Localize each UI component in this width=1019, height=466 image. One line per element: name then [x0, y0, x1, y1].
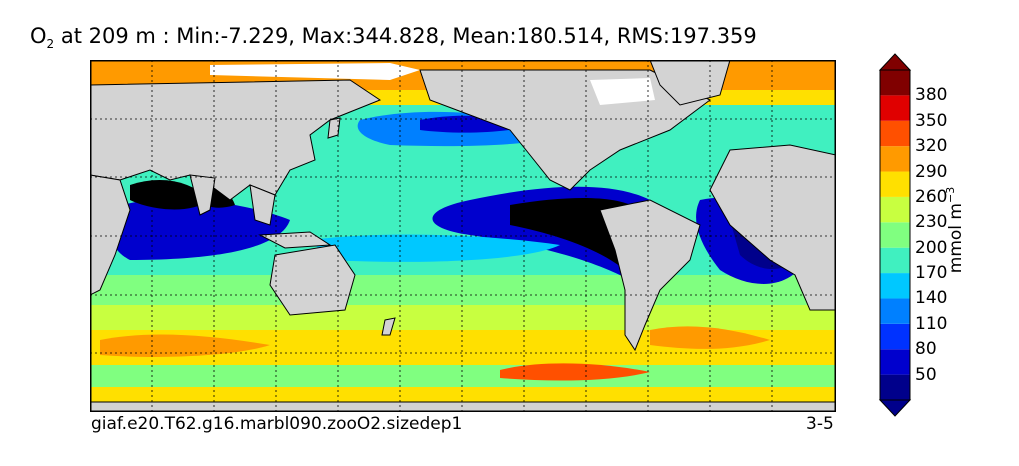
colorbar-tick-label: 140 — [915, 288, 948, 309]
colorbar-segment — [880, 349, 910, 375]
unit-exponent: −3 — [944, 186, 958, 203]
run-name-caption: giaf.e20.T62.g16.marbl090.zooO2.sizedep1 — [91, 414, 463, 434]
colorbar-tick-label: 230 — [915, 212, 948, 233]
colorbar-unit-label: mmol m−3 — [944, 187, 966, 273]
southern-ocean-green-band — [90, 365, 836, 387]
colorbar-tick-label: 350 — [915, 110, 948, 131]
new-zealand-land — [381, 317, 396, 336]
arctic-no-data-patch — [210, 63, 420, 80]
colorbar-tick-label: 290 — [915, 161, 948, 182]
south-pacific-high-patch — [500, 363, 650, 381]
colorbar-tick-label: 110 — [915, 313, 948, 334]
africa-west-land — [709, 144, 836, 311]
colorbar-segment — [880, 70, 910, 96]
hudson-no-data-patch — [590, 78, 655, 105]
colorbar-segments — [880, 70, 910, 400]
colorbar-segment — [880, 171, 910, 197]
colorbar-frame — [879, 69, 911, 401]
colorbar-segment — [880, 374, 910, 400]
period-caption: 3-5 — [806, 414, 834, 434]
colorbar-segment — [880, 95, 910, 121]
title-variable-subscript: 2 — [46, 37, 55, 52]
colorbar-segment — [880, 273, 910, 299]
australia-land — [269, 244, 356, 316]
colorbar-segment — [880, 120, 910, 147]
colorbar-tick-label: 170 — [915, 263, 948, 284]
africa-east-land — [90, 174, 131, 296]
indian-ocean-low — [108, 199, 291, 260]
map-frame — [90, 60, 836, 412]
unit-base: mmol m — [945, 203, 966, 274]
colorbar-tick-label: 260 — [915, 186, 948, 207]
southern-subtropic-band — [90, 275, 836, 305]
colorbar-tick-label: 50 — [915, 364, 937, 385]
indonesia-land — [258, 231, 332, 249]
colorbar-segment — [880, 323, 910, 350]
colorbar-tick-label: 200 — [915, 237, 948, 258]
landmasses — [90, 60, 836, 412]
south-america-land — [599, 199, 701, 352]
colorbar-segment — [880, 247, 910, 274]
colorbar-tick-label: 380 — [915, 85, 948, 106]
ocean-oxygen-map — [90, 60, 836, 412]
colorbar-segment — [880, 298, 910, 324]
colorbar-segment — [880, 146, 910, 172]
colorbar-over-arrow — [878, 53, 912, 71]
south-pacific-lowish — [310, 234, 560, 262]
title-variable: O — [30, 24, 47, 48]
colorbar-tick-label: 80 — [915, 339, 937, 360]
antarctica-land — [90, 401, 836, 412]
south-indian-high-patch — [100, 334, 270, 357]
south-atlantic-high-patch — [650, 326, 770, 349]
southern-midlat-band — [90, 305, 836, 330]
arabian-sea-omz — [130, 180, 210, 210]
map-gridlines — [90, 60, 836, 412]
colorbar-segment — [880, 196, 910, 223]
colorbar — [878, 53, 912, 417]
southeast-asia-land — [249, 184, 276, 226]
map-title: O2 at 209 m : Min:-7.229, Max:344.828, M… — [30, 24, 757, 51]
colorbar-segment — [880, 222, 910, 248]
title-text: at 209 m : Min:-7.229, Max:344.828, Mean… — [60, 24, 757, 48]
colorbar-tick-label: 320 — [915, 136, 948, 157]
colorbar-under-arrow — [878, 399, 912, 417]
